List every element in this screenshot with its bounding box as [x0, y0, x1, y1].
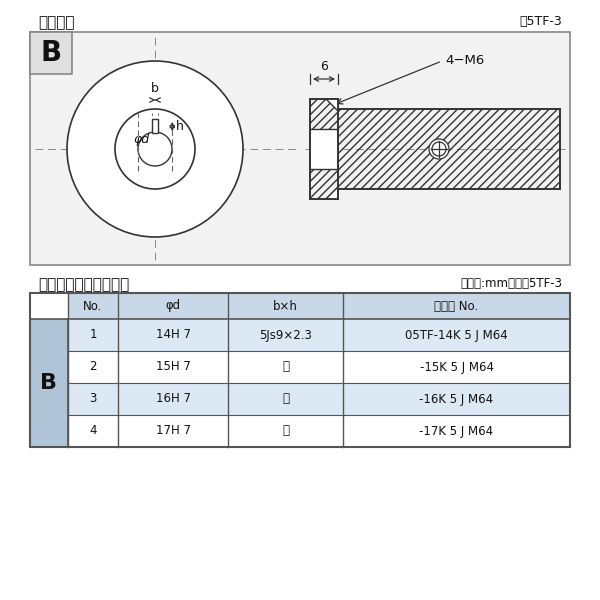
Polygon shape	[326, 187, 338, 199]
Text: 〃: 〃	[282, 425, 289, 437]
Text: -16K 5 J M64: -16K 5 J M64	[419, 392, 494, 406]
Text: コード No.: コード No.	[434, 299, 479, 313]
Bar	[68, 319, 570, 351]
Text: 6: 6	[320, 60, 328, 73]
Bar	[68, 351, 570, 383]
Circle shape	[115, 109, 195, 189]
Text: b×h: b×h	[273, 299, 298, 313]
Text: 4−M6: 4−M6	[445, 55, 484, 67]
Bar	[68, 383, 570, 415]
Text: -17K 5 J M64: -17K 5 J M64	[419, 425, 494, 437]
Text: B: B	[40, 39, 62, 67]
Text: φd: φd	[134, 133, 150, 145]
Text: B: B	[41, 373, 58, 393]
Text: （単位:mm）　表5TF-3: （単位:mm） 表5TF-3	[460, 277, 562, 290]
Bar	[310, 99, 338, 129]
Circle shape	[138, 132, 172, 166]
Text: 〃: 〃	[282, 392, 289, 406]
Text: b: b	[151, 82, 159, 95]
Text: 軸穴形状: 軸穴形状	[38, 15, 74, 30]
Text: 15H 7: 15H 7	[155, 361, 190, 373]
Bar	[30, 32, 570, 265]
Bar	[338, 149, 560, 189]
Circle shape	[432, 142, 446, 156]
Bar	[310, 169, 338, 199]
Bar	[310, 99, 338, 199]
Text: 2: 2	[89, 361, 97, 373]
Bar	[310, 129, 338, 169]
Bar	[68, 293, 570, 319]
Bar	[30, 293, 570, 447]
Text: 軸穴形状コード一覧表: 軸穴形状コード一覧表	[38, 277, 129, 292]
Text: 図5TF-3: 図5TF-3	[519, 15, 562, 28]
Text: 05TF-14K 5 J M64: 05TF-14K 5 J M64	[405, 329, 508, 341]
Text: 〃: 〃	[282, 361, 289, 373]
Text: φd: φd	[166, 299, 181, 313]
Bar	[152, 119, 158, 133]
Text: No.: No.	[83, 299, 103, 313]
Text: 16H 7: 16H 7	[155, 392, 191, 406]
Text: -15K 5 J M64: -15K 5 J M64	[419, 361, 493, 373]
Bar	[30, 32, 72, 74]
Text: 17H 7: 17H 7	[155, 425, 191, 437]
Bar	[338, 109, 560, 149]
Text: 1: 1	[89, 329, 97, 341]
Text: 3: 3	[89, 392, 97, 406]
Text: h: h	[176, 119, 184, 133]
Text: 14H 7: 14H 7	[155, 329, 191, 341]
Circle shape	[429, 139, 449, 159]
Bar	[338, 109, 560, 189]
Bar	[30, 319, 68, 447]
Text: 5Js9×2.3: 5Js9×2.3	[259, 329, 312, 341]
Circle shape	[67, 61, 243, 237]
Polygon shape	[326, 99, 338, 111]
Text: 4: 4	[89, 425, 97, 437]
Bar	[68, 415, 570, 447]
